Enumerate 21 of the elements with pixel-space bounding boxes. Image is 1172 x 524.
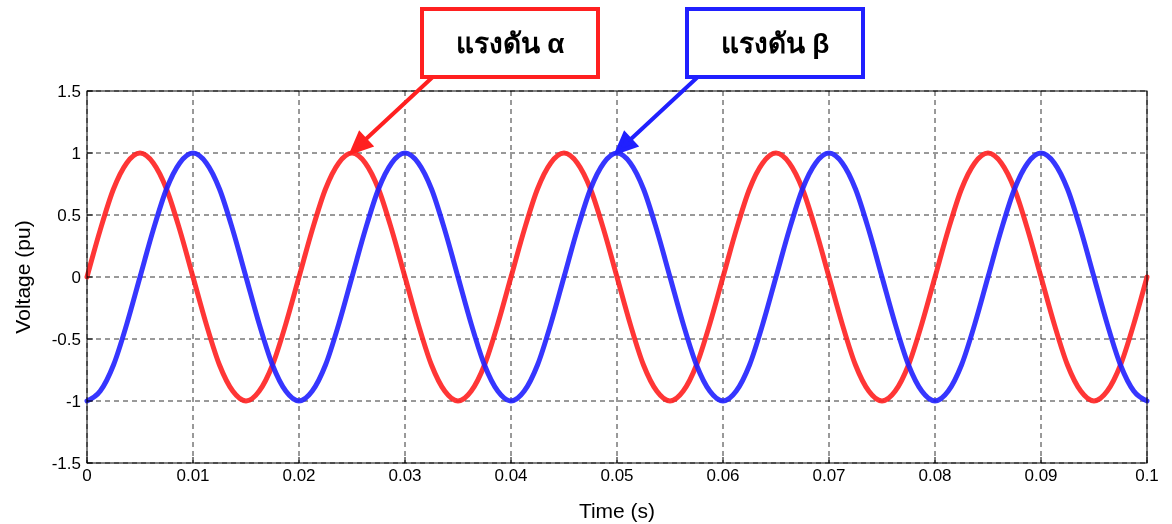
x-tick-label: 0.07 xyxy=(812,466,846,485)
y-tick-label: 1 xyxy=(71,144,81,163)
y-tick-label: -1.5 xyxy=(51,454,81,473)
y-tick-label: 0 xyxy=(71,268,81,287)
x-tick-label: 0.1 xyxy=(1135,466,1159,485)
text: แรงดัน β xyxy=(720,28,830,59)
x-tick-label: 0.05 xyxy=(600,466,634,485)
x-axis-title: Time (s) xyxy=(578,499,656,522)
y-tick-label: -1 xyxy=(65,392,81,411)
x-tick-label: 0.06 xyxy=(706,466,740,485)
y-tick-label: 1.5 xyxy=(57,82,81,101)
y-tick-label: 0.5 xyxy=(57,206,81,225)
y-axis-title: Voltage (pu) xyxy=(11,220,34,334)
y-tick-label: -0.5 xyxy=(51,330,81,349)
text: แรงดัน α xyxy=(455,28,565,59)
x-tick-label: 0.09 xyxy=(1024,466,1058,485)
x-tick-label: 0.08 xyxy=(918,466,952,485)
x-tick-label: 0.03 xyxy=(388,466,422,485)
x-tick-label: 0.04 xyxy=(494,466,528,485)
x-tick-label: 0.01 xyxy=(176,466,210,485)
x-tick-label: 0.02 xyxy=(282,466,316,485)
